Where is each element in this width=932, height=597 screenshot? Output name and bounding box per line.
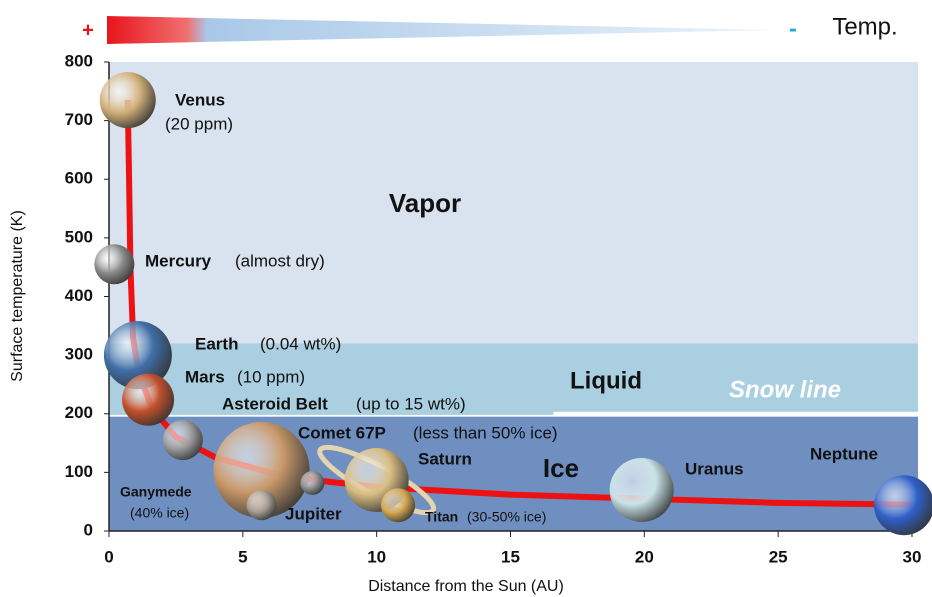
point-note: (less than 50% ice) [413, 423, 558, 442]
x-tick-label: 30 [903, 547, 922, 566]
point-name: Earth [195, 334, 238, 353]
temp-label: Temp. [832, 13, 897, 40]
point-note: (20 ppm) [165, 114, 233, 133]
y-tick-label: 200 [65, 403, 93, 422]
point-name: Uranus [685, 459, 744, 478]
planet [163, 420, 203, 460]
point-note: (up to 15 wt%) [356, 394, 466, 413]
y-tick-label: 800 [65, 51, 93, 70]
x-tick-label: 20 [635, 547, 654, 566]
x-axis-label: Distance from the Sun (AU) [368, 578, 564, 595]
planet [874, 475, 932, 535]
y-tick-label: 700 [65, 110, 93, 129]
point-name: Saturn [418, 449, 472, 468]
y-tick-label: 0 [84, 520, 93, 539]
chart: + - Temp. VaporLiquidIceSnow line0100200… [0, 0, 932, 597]
point-note: (almost dry) [235, 251, 325, 270]
y-tick-label: 300 [65, 345, 93, 364]
point-name: Venus [175, 90, 225, 109]
temp-hot: + [82, 19, 94, 41]
planet [610, 458, 674, 522]
x-tick-label: 10 [367, 547, 386, 566]
region-label: Ice [543, 453, 579, 483]
x-tick-label: 15 [501, 547, 520, 566]
point-name: Asteroid Belt [222, 394, 328, 413]
region [109, 62, 918, 343]
planet [100, 72, 156, 128]
region-label: Vapor [389, 188, 461, 218]
point-name: Neptune [810, 444, 878, 463]
temp-gradient [107, 16, 775, 44]
planet [381, 488, 415, 522]
point-note: (0.04 wt%) [260, 334, 341, 353]
point-name: Ganymede [120, 484, 192, 500]
point-name: Mercury [145, 251, 212, 270]
y-tick-label: 600 [65, 169, 93, 188]
point-note: (10 ppm) [237, 367, 305, 386]
x-tick-label: 25 [769, 547, 788, 566]
point-note: (40% ice) [130, 505, 189, 521]
y-tick-label: 500 [65, 227, 93, 246]
point-name: Mars [185, 367, 225, 386]
x-tick-label: 5 [238, 547, 247, 566]
point-name: Jupiter [285, 504, 342, 523]
point-name: Comet 67P [298, 423, 386, 442]
planet [94, 244, 134, 284]
point-name: Titan [425, 509, 458, 525]
planet [300, 471, 324, 495]
temp-cold: - [789, 15, 797, 42]
y-axis-label: Surface temperature (K) [9, 210, 26, 382]
x-tick-label: 0 [104, 547, 113, 566]
y-tick-label: 100 [65, 462, 93, 481]
point-note: (30-50% ice) [467, 509, 546, 525]
planet [247, 490, 277, 520]
y-tick-label: 400 [65, 286, 93, 305]
snow-line-label: Snow line [729, 376, 841, 403]
region-label: Liquid [570, 367, 642, 394]
planet [122, 374, 174, 426]
